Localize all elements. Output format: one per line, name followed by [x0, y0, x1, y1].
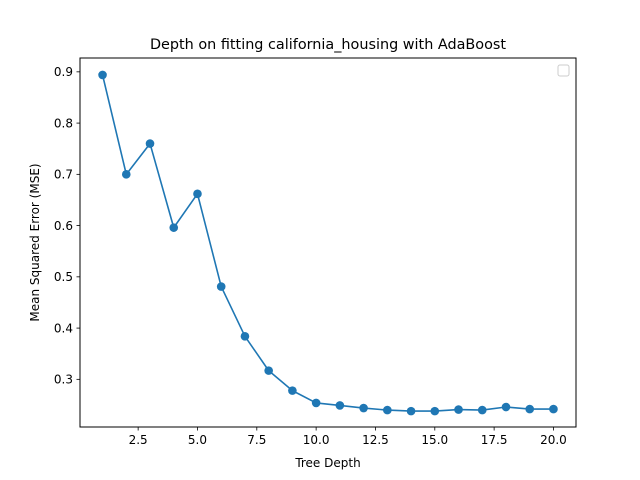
- y-axis-label: Mean Squared Error (MSE): [28, 163, 42, 321]
- y-tick-label: 0.8: [54, 116, 73, 130]
- y-tick-label: 0.4: [54, 321, 73, 335]
- legend-box: [557, 64, 570, 77]
- axes-frame: [79, 57, 577, 428]
- data-point: [240, 331, 250, 341]
- x-tick-label: 10.0: [303, 433, 330, 447]
- plot-area: [98, 70, 558, 416]
- y-tick-label: 0.7: [54, 168, 73, 182]
- data-point: [121, 170, 131, 179]
- data-point: [549, 404, 558, 414]
- data-point: [311, 398, 321, 408]
- x-axis-label: Tree Depth: [294, 456, 360, 470]
- chart-title: Depth on fitting california_housing with…: [150, 37, 506, 53]
- data-point: [216, 282, 226, 291]
- x-axis: 2.5 5.0 7.5 10.0 12.5 15.0 17.5 20.0: [129, 427, 567, 447]
- data-point: [288, 386, 297, 395]
- data-point: [335, 401, 345, 410]
- x-tick-label: 12.5: [362, 433, 389, 447]
- x-tick-label: 5.0: [188, 433, 207, 447]
- data-point: [145, 139, 155, 148]
- x-tick-label: 20.0: [540, 433, 567, 447]
- y-axis: 0.3 0.4 0.5 0.6 0.7 0.8 0.9: [54, 65, 80, 387]
- x-tick-label: 7.5: [247, 433, 266, 447]
- x-tick-label: 17.5: [481, 433, 508, 447]
- y-tick-label: 0.6: [54, 219, 73, 233]
- x-tick-label: 2.5: [129, 433, 148, 447]
- data-point: [383, 405, 392, 415]
- data-point: [193, 189, 202, 199]
- data-point: [454, 405, 463, 414]
- data-point: [169, 223, 179, 232]
- data-point: [359, 403, 368, 413]
- data-point: [98, 70, 107, 80]
- data-point: [430, 406, 440, 416]
- x-tick-label: 15.0: [421, 433, 448, 447]
- data-point: [525, 404, 535, 414]
- y-tick-label: 0.3: [54, 373, 73, 387]
- y-tick-label: 0.9: [54, 65, 73, 79]
- data-point: [477, 405, 487, 415]
- y-tick-label: 0.5: [54, 270, 73, 284]
- data-point: [264, 366, 273, 375]
- data-point: [501, 402, 511, 412]
- data-point: [406, 406, 416, 416]
